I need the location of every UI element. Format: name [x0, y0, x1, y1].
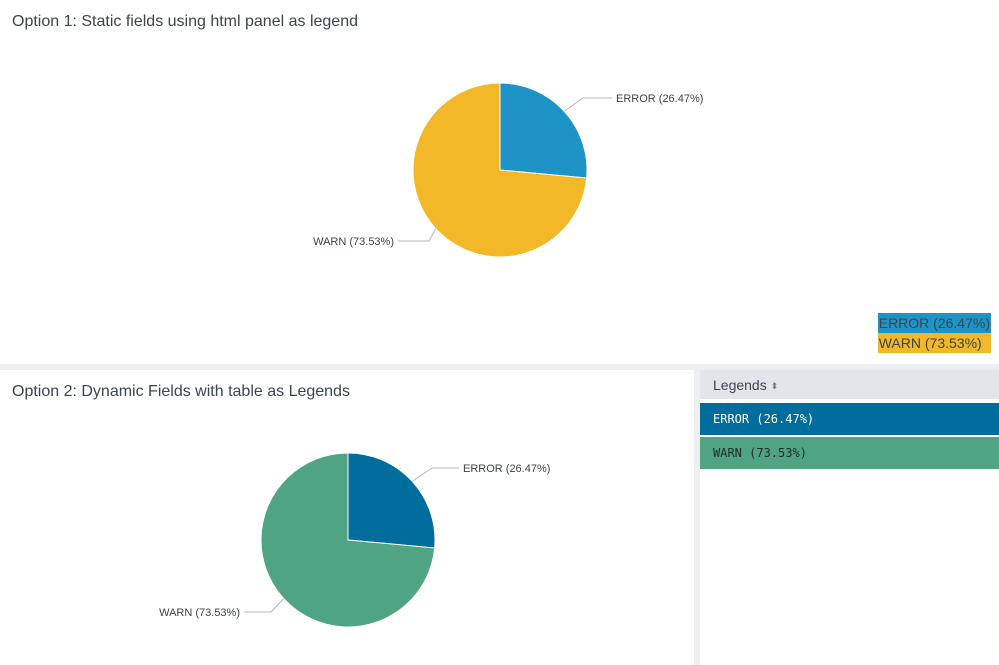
table-header-legends[interactable]: Legends ⬍ — [700, 370, 999, 400]
leader-line — [398, 228, 437, 242]
sort-icon[interactable]: ⬍ — [770, 381, 779, 391]
slice-label: WARN (73.53%) — [159, 607, 240, 619]
slice-label: ERROR (26.47%) — [463, 463, 550, 475]
pie-chart-1[interactable]: ERROR (26.47%)WARN (73.53%) — [0, 0, 999, 364]
table-row[interactable]: ERROR (26.47%) — [700, 403, 999, 435]
html-legend: ERROR (26.47%) WARN (73.53%) — [877, 313, 991, 353]
table-header-label: Legends — [713, 377, 767, 393]
slice-label: WARN (73.53%) — [313, 236, 394, 248]
panel-option-2: Option 2: Dynamic Fields with table as L… — [0, 370, 694, 665]
slice-label: ERROR (26.47%) — [616, 93, 703, 105]
legends-table-panel: Legends ⬍ ERROR (26.47%) WARN (73.53%) — [700, 370, 999, 665]
leader-line — [244, 598, 285, 613]
panel-title: Option 1: Static fields using html panel… — [12, 13, 358, 30]
panel-option-1: Option 1: Static fields using html panel… — [0, 0, 999, 364]
legend-item-warn: WARN (73.53%) — [877, 333, 991, 353]
panel-title: Option 2: Dynamic Fields with table as L… — [12, 383, 350, 400]
pie-slice-error[interactable] — [347, 452, 436, 549]
pie-chart-2[interactable]: ERROR (26.47%) WARN (73.53%) — [0, 370, 694, 665]
table-row[interactable]: WARN (73.53%) — [700, 437, 999, 469]
leader-line — [412, 467, 459, 482]
pie-slice-error[interactable] — [499, 82, 588, 179]
legend-item-error: ERROR (26.47%) — [877, 313, 991, 333]
leader-line — [564, 97, 612, 112]
